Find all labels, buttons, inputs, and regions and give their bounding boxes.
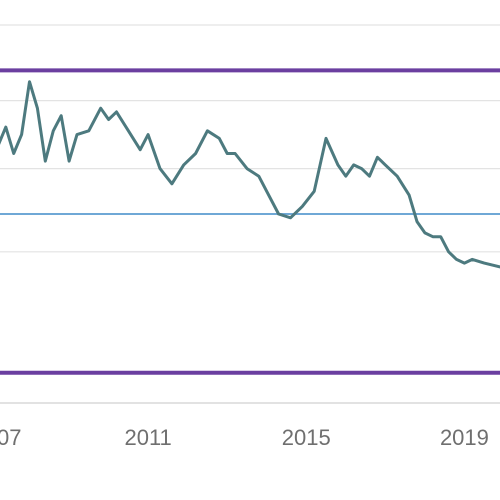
x-tick-label-3: 2019 xyxy=(440,425,489,450)
series-line-0 xyxy=(0,80,500,269)
series-layer xyxy=(0,80,500,269)
x-tick-label-1: 2011 xyxy=(124,425,171,450)
gridlines xyxy=(0,24,500,253)
x-tick-label-0: 07 xyxy=(0,425,21,450)
reference-lines xyxy=(0,68,500,375)
x-tick-labels: 07 2011 2015 2019 xyxy=(0,425,489,450)
x-tick-label-2: 2015 xyxy=(282,425,331,450)
